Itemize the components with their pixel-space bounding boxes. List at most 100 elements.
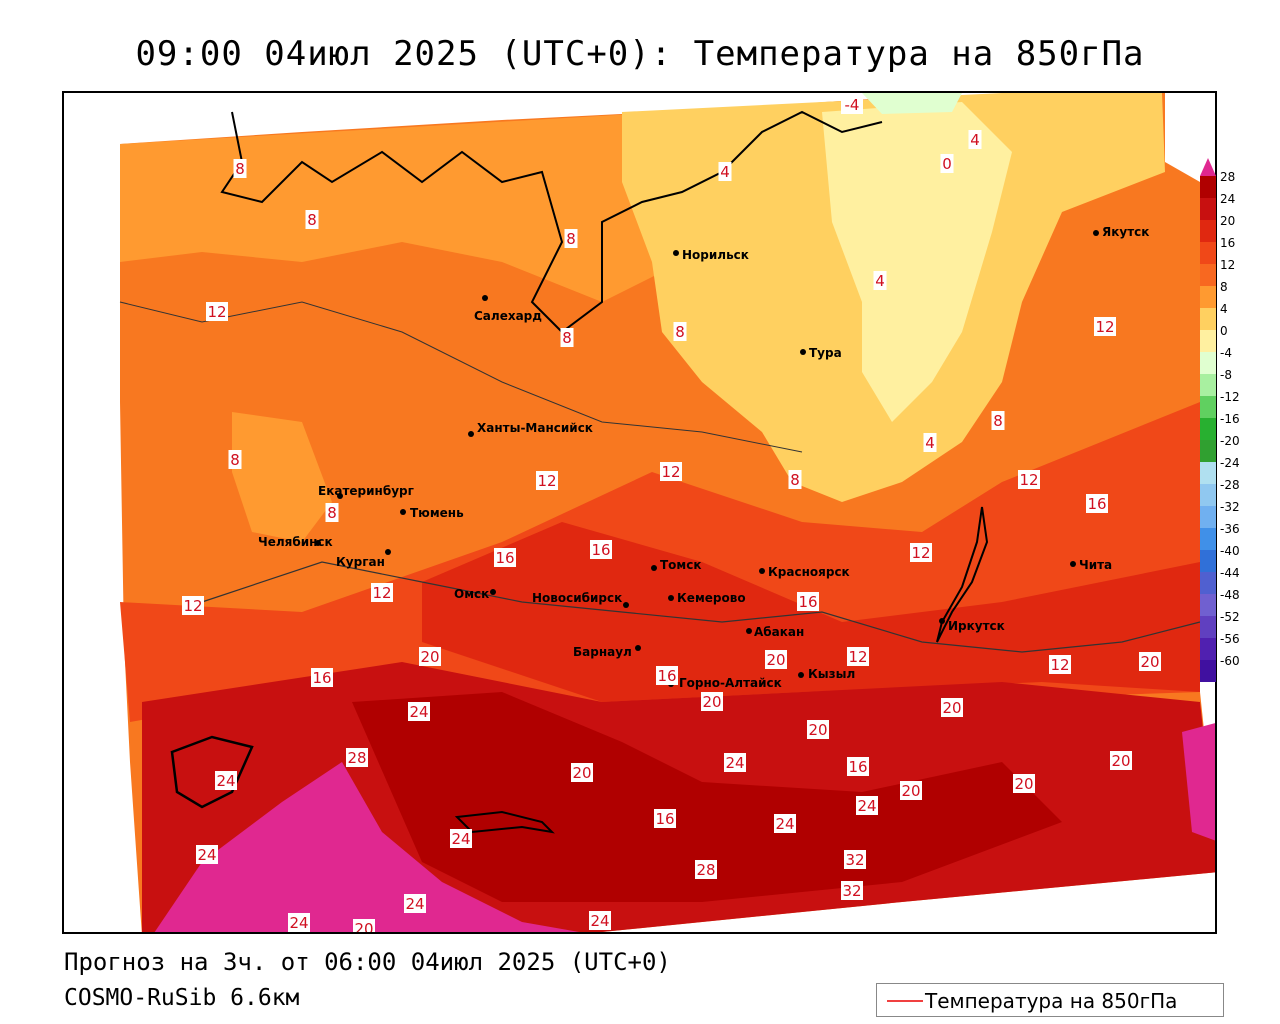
colorbar-segment bbox=[1200, 484, 1216, 506]
isotherm-label: 8 bbox=[564, 229, 578, 248]
svg-text:24: 24 bbox=[405, 895, 424, 913]
isotherm-label: 12 bbox=[1094, 317, 1116, 336]
svg-text:12: 12 bbox=[537, 472, 556, 490]
svg-text:12: 12 bbox=[1095, 318, 1114, 336]
colorbar-tick-label: -40 bbox=[1220, 544, 1240, 558]
colorbar-tick-label: -56 bbox=[1220, 632, 1240, 646]
city-marker bbox=[1093, 230, 1099, 236]
colorbar-tick-label: -4 bbox=[1220, 346, 1232, 360]
colorbar-segment bbox=[1200, 506, 1216, 528]
isotherm-label: 20 bbox=[765, 650, 787, 669]
zone-24-28-south bbox=[352, 692, 1062, 902]
svg-text:32: 32 bbox=[845, 851, 864, 869]
colorbar-segment bbox=[1200, 418, 1216, 440]
svg-text:4: 4 bbox=[875, 272, 885, 290]
isotherm-label: 32 bbox=[841, 881, 863, 900]
isotherm-label: 16 bbox=[1086, 494, 1108, 513]
svg-text:16: 16 bbox=[495, 549, 514, 567]
colorbar-segment bbox=[1200, 220, 1216, 242]
svg-text:28: 28 bbox=[347, 749, 366, 767]
svg-text:20: 20 bbox=[420, 648, 439, 666]
colorbar-tick-label: -20 bbox=[1220, 434, 1240, 448]
isotherm-label: 16 bbox=[590, 540, 612, 559]
svg-text:16: 16 bbox=[798, 593, 817, 611]
page-title: 09:00 04июл 2025 (UTC+0): Температура на… bbox=[135, 34, 1145, 74]
svg-text:24: 24 bbox=[725, 754, 744, 772]
colorbar-segment bbox=[1200, 396, 1216, 418]
colorbar-segment bbox=[1200, 550, 1216, 572]
city-label: Барнаул bbox=[573, 645, 632, 659]
city-marker bbox=[673, 250, 679, 256]
svg-text:20: 20 bbox=[354, 920, 373, 934]
temperature-map: Норильск Якутск Салехард Тура Ханты-Мансийск… bbox=[62, 91, 1217, 934]
colorbar-tick-label: -16 bbox=[1220, 412, 1240, 426]
city-marker bbox=[759, 568, 765, 574]
isotherm-label: -4 bbox=[841, 95, 863, 114]
colorbar-segment bbox=[1200, 374, 1216, 396]
svg-text:20: 20 bbox=[942, 699, 961, 717]
colorbar-segment bbox=[1200, 198, 1216, 220]
zone-28-plus bbox=[154, 762, 580, 932]
legend: Температура на 850гПа bbox=[876, 983, 1224, 1017]
city-label: Красноярск bbox=[768, 565, 850, 579]
svg-text:24: 24 bbox=[409, 703, 428, 721]
svg-text:8: 8 bbox=[307, 211, 317, 229]
isotherm-label: 8 bbox=[673, 322, 687, 341]
svg-text:16: 16 bbox=[655, 810, 674, 828]
legend-line-swatch bbox=[887, 1000, 923, 1002]
legend-label: Температура на 850гПа bbox=[925, 989, 1178, 1013]
isotherm-label: 12 bbox=[182, 596, 204, 615]
svg-text:24: 24 bbox=[590, 912, 609, 930]
isotherm-label: 16 bbox=[494, 548, 516, 567]
isotherm-label: 24 bbox=[856, 796, 878, 815]
svg-text:4: 4 bbox=[720, 163, 730, 181]
svg-text:8: 8 bbox=[790, 471, 800, 489]
city-label: Новосибирск bbox=[532, 591, 622, 605]
colorbar-tick-label: 12 bbox=[1220, 258, 1236, 272]
svg-text:12: 12 bbox=[372, 584, 391, 602]
city-marker bbox=[798, 672, 804, 678]
isotherm-label: 16 bbox=[847, 757, 869, 776]
svg-text:8: 8 bbox=[230, 451, 240, 469]
city-label: Екатеринбург bbox=[318, 484, 414, 498]
colorbar-tick-label: -44 bbox=[1220, 566, 1240, 580]
isotherm-label: 4 bbox=[968, 130, 982, 149]
zone-minus4 bbox=[862, 93, 962, 114]
colorbar-segment bbox=[1200, 352, 1216, 374]
colorbar-tick-label: 20 bbox=[1220, 214, 1236, 228]
colorbar-segment bbox=[1200, 594, 1216, 616]
isotherm-label: 20 bbox=[701, 692, 723, 711]
svg-text:24: 24 bbox=[451, 830, 470, 848]
isotherm-label: 24 bbox=[215, 771, 237, 790]
isotherm-label: 12 bbox=[536, 471, 558, 490]
svg-text:4: 4 bbox=[925, 434, 935, 452]
isotherm-label: 24 bbox=[774, 814, 796, 833]
svg-text:12: 12 bbox=[911, 544, 930, 562]
isotherm-label: 12 bbox=[371, 583, 393, 602]
isotherm-label: 20 bbox=[900, 781, 922, 800]
zone-0-4-northeast bbox=[822, 102, 1012, 422]
city-label: Курган bbox=[336, 555, 385, 569]
isotherm-label: 0 bbox=[940, 154, 954, 173]
zone-16-20 bbox=[422, 522, 1200, 702]
city-marker bbox=[635, 645, 641, 651]
isotherm-label: 8 bbox=[325, 503, 339, 522]
isotherm-label: 16 bbox=[797, 592, 819, 611]
city-marker bbox=[668, 595, 674, 601]
lake-baikal bbox=[936, 506, 989, 643]
city-marker bbox=[651, 565, 657, 571]
isotherm-label: 24 bbox=[589, 911, 611, 930]
isotherm-label: 4 bbox=[923, 433, 937, 452]
isotherm-label: 24 bbox=[196, 845, 218, 864]
colorbar-tick-label: -8 bbox=[1220, 368, 1232, 382]
colorbar-tick-label: 0 bbox=[1220, 324, 1228, 338]
colorbar-segment bbox=[1200, 308, 1216, 330]
isotherm-label: 12 bbox=[910, 543, 932, 562]
colorbar-segment bbox=[1200, 638, 1216, 660]
city-label: Салехард bbox=[474, 309, 542, 323]
isotherm-label: 20 bbox=[353, 919, 375, 934]
map-canvas: Норильск Якутск Салехард Тура Ханты-Мансийск… bbox=[119, 93, 1215, 934]
svg-text:20: 20 bbox=[1111, 752, 1130, 770]
colorbar-tick-label: -32 bbox=[1220, 500, 1240, 514]
